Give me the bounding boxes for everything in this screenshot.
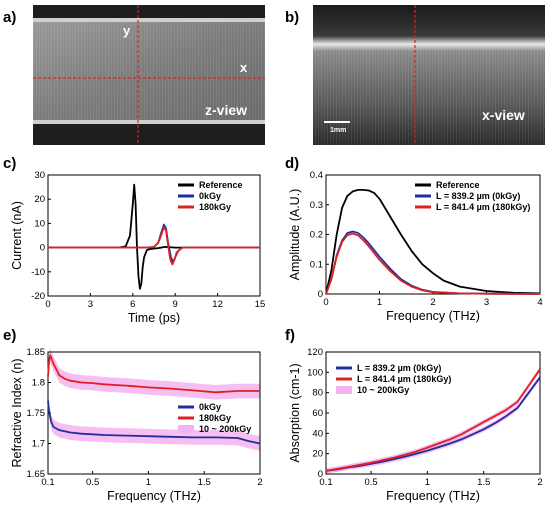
y-tick-label: 1.65 <box>27 469 46 480</box>
series-line <box>325 232 541 295</box>
plot-frame-c <box>47 174 261 297</box>
y-tick-label: 0.2 <box>310 230 323 241</box>
series-line <box>325 376 541 472</box>
y-axis-label: Absorption (cm-1) <box>288 363 302 462</box>
x-tick-label: 0 <box>45 299 50 310</box>
y-tick-label: 20 <box>34 194 45 205</box>
legend-entry: 0kGy <box>199 191 221 201</box>
panel-label-f: f) <box>285 327 295 344</box>
x-tick-label: 2 <box>257 477 262 488</box>
series-line <box>325 368 541 472</box>
x-tick-label: 3 <box>88 299 93 310</box>
x-axis-label: Time (ps) <box>128 311 180 325</box>
legend-entry: Reference <box>199 180 243 190</box>
y-axis-label: Amplitude (A.U.) <box>288 189 302 281</box>
x-tick-label: 1.5 <box>477 477 490 488</box>
legend-entry: 10 ~ 200kGy <box>199 424 251 434</box>
legend-entry: L = 841.4 µm (180kGy) <box>357 374 451 384</box>
series-line <box>48 226 260 266</box>
legend-swatch <box>336 386 352 394</box>
y-tick-label: 0.4 <box>310 170 323 181</box>
y-axis-label: Refractive Index (n) <box>10 358 24 467</box>
y-tick-label: 0.3 <box>310 200 323 211</box>
y-tick-label: 120 <box>307 347 323 358</box>
legend-entry: L = 839.2 µm (0kGy) <box>357 363 441 373</box>
band-f <box>326 374 540 474</box>
legend-entry: 10 ~ 200kGy <box>357 385 409 395</box>
x-tick-label: 0 <box>323 297 328 308</box>
series-line <box>325 230 541 295</box>
x-tick-label: 3 <box>484 297 489 308</box>
chart-d: 0 1 2 3 4 0 0.1 0.2 0.3 0.4 Frequency (THz) Amplitu… <box>288 170 543 323</box>
y-tick-label: 100 <box>307 367 323 378</box>
panel-label-b: b) <box>285 9 299 26</box>
series-line <box>325 188 541 295</box>
x-tick-label: 1.5 <box>198 477 211 488</box>
y-tick-label: 0 <box>40 243 45 254</box>
y-tick-label: 0 <box>318 289 323 300</box>
y-tick-label: 60 <box>312 408 323 419</box>
x-axis-label: Frequency (THz) <box>386 489 480 503</box>
y-tick-label: 30 <box>34 170 45 181</box>
y-tick-label: 1.85 <box>27 347 46 358</box>
x-tick-label: 6 <box>130 299 135 310</box>
x-tick-label: 0.1 <box>319 477 332 488</box>
x-tick-label: 15 <box>255 299 266 310</box>
z-view-label: z-view <box>205 102 247 118</box>
chart-c: 0 3 6 9 12 15 -20 -10 0 10 20 30 Time (ps) Current (n… <box>10 170 265 325</box>
series-line <box>48 183 260 290</box>
legend-entry: 180kGy <box>199 202 231 212</box>
y-tick-label: 10 <box>34 218 45 229</box>
series-line <box>47 400 261 445</box>
band-e <box>48 347 260 400</box>
scale-bar-label: 1mm <box>330 127 346 134</box>
legend-entry: L = 841.4 µm (180kGy) <box>436 202 530 212</box>
x-tick-label: 2 <box>430 297 435 308</box>
axis-x-marker: x <box>240 60 248 75</box>
legend-entry: 0kGy <box>199 402 221 412</box>
y-tick-label: 1.8 <box>32 378 45 389</box>
x-tick-label: 0.1 <box>41 477 54 488</box>
y-tick-label: 1.7 <box>32 439 45 450</box>
panel-label-c: c) <box>3 155 16 172</box>
series-line <box>48 223 260 264</box>
y-tick-label: 1.75 <box>27 408 46 419</box>
x-tick-label: 12 <box>212 299 223 310</box>
x-tick-label: 0.5 <box>364 477 377 488</box>
x-view-image: 1mm x-view <box>313 5 545 145</box>
band-e <box>48 393 260 451</box>
legend-entry: L = 839.2 µm (0kGy) <box>436 191 520 201</box>
y-axis-label: Current (nA) <box>10 201 24 270</box>
y-tick-label: 20 <box>312 449 323 460</box>
x-axis-label: Frequency (THz) <box>107 489 201 503</box>
x-view-label: x-view <box>482 107 525 123</box>
z-view-image: y x z-view <box>33 5 265 145</box>
x-axis-label: Frequency (THz) <box>386 309 480 323</box>
x-tick-label: 4 <box>537 297 542 308</box>
y-tick-label: 40 <box>312 428 323 439</box>
axis-y-marker: y <box>123 23 131 38</box>
x-tick-label: 0.5 <box>86 477 99 488</box>
series-line <box>47 354 260 394</box>
x-tick-label: 2 <box>537 477 542 488</box>
panel-label-a: a) <box>3 9 16 26</box>
y-tick-label: -10 <box>31 267 45 278</box>
panel-label-e: e) <box>3 327 16 344</box>
x-tick-label: 1 <box>377 297 382 308</box>
chart-e: 0.1 0.5 1 1.5 2 1.65 1.7 1.75 1.8 1.85 Frequency (… <box>10 347 263 503</box>
y-tick-label: 0 <box>318 469 323 480</box>
x-tick-label: 1 <box>425 477 430 488</box>
y-tick-label: 80 <box>312 388 323 399</box>
legend-entry: 180kGy <box>199 413 231 423</box>
legend-swatch <box>178 425 194 433</box>
legend-entry: Reference <box>436 180 480 190</box>
panel-label-d: d) <box>285 155 299 172</box>
y-tick-label: 0.1 <box>310 259 323 270</box>
x-tick-label: 1 <box>146 477 151 488</box>
y-tick-label: -20 <box>31 291 45 302</box>
x-tick-label: 9 <box>173 299 178 310</box>
